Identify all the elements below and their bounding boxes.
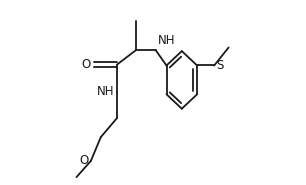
Text: NH: NH (97, 85, 114, 98)
Text: NH: NH (158, 34, 175, 48)
Text: S: S (216, 59, 224, 72)
Text: O: O (79, 154, 88, 167)
Text: O: O (81, 58, 91, 71)
